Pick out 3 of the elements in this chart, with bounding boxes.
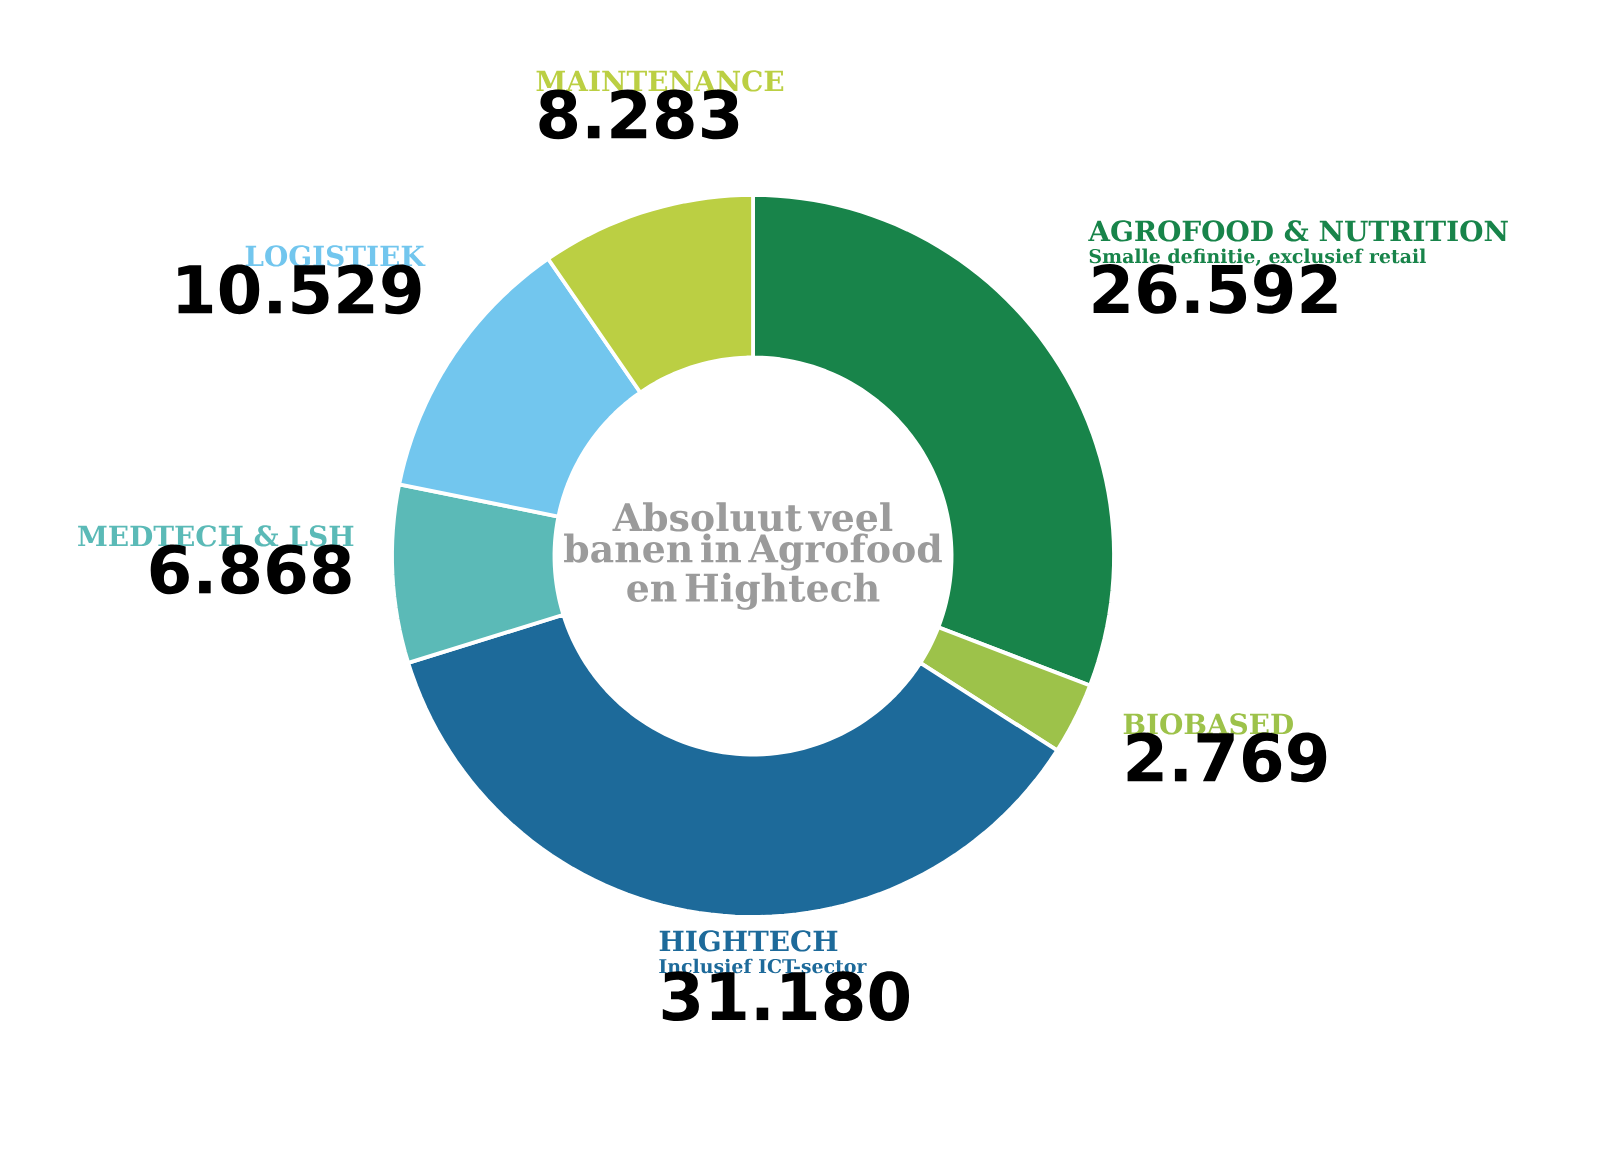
text: Absoluut veel banen in Agrofood en Hightech [564,502,942,610]
slice-label: HIGHTECH [659,930,838,952]
slice-label: AGROFOOD & NUTRITION [1088,220,1508,242]
